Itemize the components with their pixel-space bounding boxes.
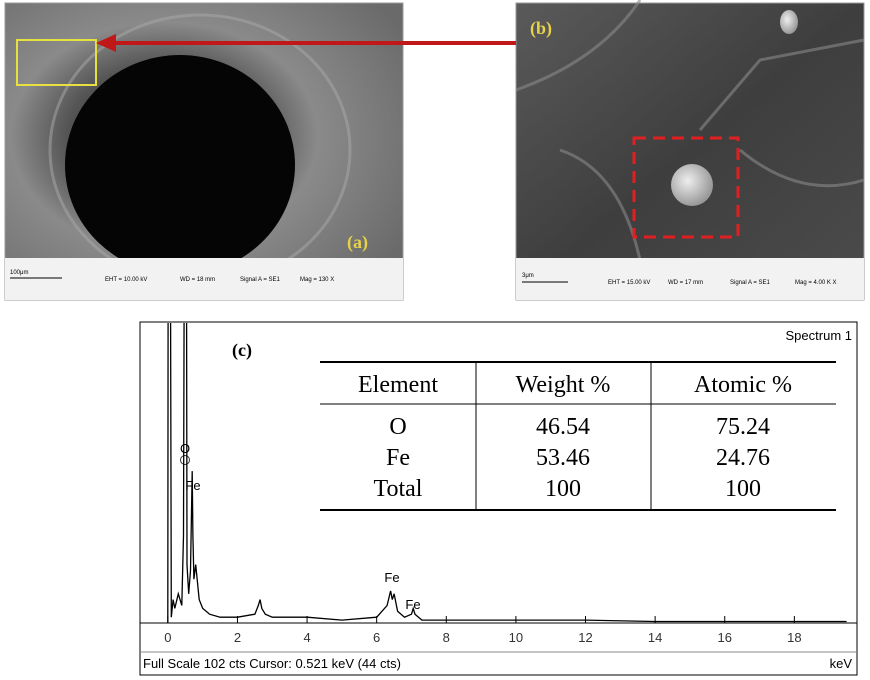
x-tick-label: 12 — [578, 630, 592, 645]
panel-label: (c) — [232, 340, 252, 361]
sem-info: EHT = 10.00 kV — [105, 277, 147, 283]
table-cell: 46.54 — [536, 414, 590, 440]
table-cell: 75.24 — [716, 414, 770, 440]
sem-info: 100μm — [10, 270, 28, 276]
sem-info: 3μm — [522, 273, 534, 279]
table-header: Atomic % — [694, 372, 792, 398]
peak-label: Fe — [384, 570, 399, 585]
sem-image-a: (a) — [5, 3, 403, 300]
status-text: Full Scale 102 cts Cursor: 0.521 keV (44… — [143, 656, 401, 671]
x-tick-label: 2 — [234, 630, 241, 645]
x-tick-label: 8 — [443, 630, 450, 645]
table-cell: 24.76 — [716, 445, 770, 471]
x-tick-label: 18 — [787, 630, 801, 645]
panel-label: (b) — [530, 18, 552, 39]
table-cell: 100 — [545, 476, 581, 502]
peak-label: Fe — [405, 597, 420, 612]
table-header: Weight % — [516, 372, 611, 398]
sem-image-b: (b) — [516, 0, 864, 300]
x-tick-label: 0 — [164, 630, 171, 645]
x-tick-label: 6 — [373, 630, 380, 645]
table-cell: 53.46 — [536, 445, 590, 471]
x-tick-label: 4 — [303, 630, 310, 645]
panel-label: (a) — [347, 232, 368, 253]
sem-info: WD = 18 mm — [180, 277, 215, 283]
sem-info: WD = 17 mm — [668, 280, 703, 286]
spectrum-label: Spectrum 1 — [786, 328, 852, 343]
table-cell: Total — [374, 476, 423, 502]
peak-label: O — [180, 441, 190, 456]
table-cell: 100 — [725, 476, 761, 502]
composition-table: Element Weight % Atomic % O 46.54 75.24 Fe 53.4… — [320, 360, 836, 512]
x-tick-label: 16 — [718, 630, 732, 645]
sem-info: EHT = 15.00 kV — [608, 280, 650, 286]
table-header: Element — [358, 372, 438, 398]
sem-info: Mag = 4.00 K X — [795, 280, 837, 286]
sem-info: Signal A = SE1 — [730, 280, 771, 286]
sem-info: Mag = 130 X — [300, 277, 334, 283]
sem-info: Signal A = SE1 — [240, 277, 281, 283]
x-axis-label: keV — [830, 656, 853, 671]
x-tick-label: 14 — [648, 630, 662, 645]
figure: (a) (b) Spectrum 1 (c) Full Scale 102 ct… — [0, 0, 870, 680]
table-cell: Fe — [386, 445, 410, 471]
peak-label: Fe — [185, 478, 200, 493]
x-tick-label: 10 — [509, 630, 523, 645]
table-cell: O — [389, 414, 406, 440]
